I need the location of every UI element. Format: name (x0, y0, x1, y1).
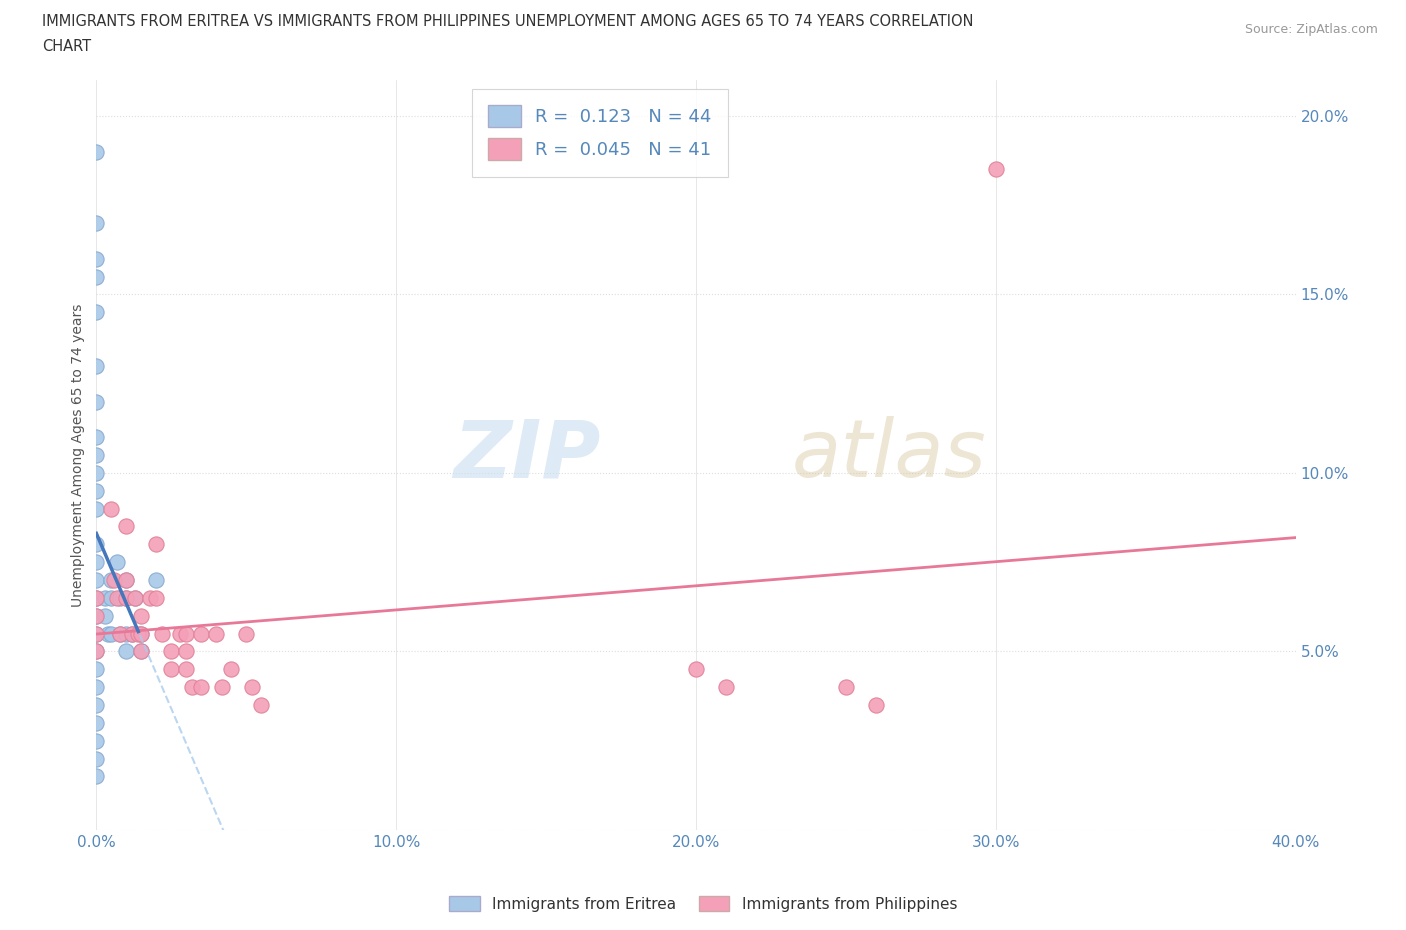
Point (121, 626, 143, 641)
Point (86, 608, 108, 623)
Point (86, 715, 108, 730)
Text: Source: ZipAtlas.com: Source: ZipAtlas.com (1244, 23, 1378, 36)
Point (115, 644, 138, 659)
Point (190, 680, 212, 695)
Point (86, 305, 108, 320)
Point (219, 662, 242, 677)
Point (94, 591, 117, 605)
Point (169, 626, 191, 641)
Point (145, 573, 167, 588)
Point (110, 591, 132, 605)
Point (131, 644, 153, 659)
Point (127, 626, 149, 641)
Point (250, 698, 273, 712)
Point (984, 162, 1007, 177)
Point (235, 626, 257, 641)
Point (86, 573, 108, 588)
Point (240, 680, 263, 695)
Point (86, 251, 108, 266)
Point (174, 644, 197, 659)
Point (86, 358, 108, 373)
Point (211, 680, 233, 695)
Point (86, 698, 108, 712)
Legend: R =  0.123   N = 44, R =  0.045   N = 41: R = 0.123 N = 44, R = 0.045 N = 41 (472, 89, 728, 177)
Point (685, 662, 707, 677)
Point (105, 591, 128, 605)
Point (86, 769, 108, 784)
Point (105, 555, 128, 570)
Point (86, 662, 108, 677)
Point (131, 626, 153, 641)
Point (174, 626, 197, 641)
Point (103, 573, 125, 588)
Point (150, 626, 173, 641)
Point (115, 626, 138, 641)
Point (86, 394, 108, 409)
Point (86, 555, 108, 570)
Point (174, 662, 197, 677)
Point (865, 698, 887, 712)
Point (86, 680, 108, 695)
Point (86, 751, 108, 766)
Point (86, 591, 108, 605)
Point (97, 626, 120, 641)
Point (115, 591, 138, 605)
Point (181, 680, 204, 695)
Text: CHART: CHART (42, 39, 91, 54)
Point (190, 626, 212, 641)
Point (110, 626, 132, 641)
Point (131, 626, 153, 641)
Point (86, 537, 108, 551)
Point (100, 591, 122, 605)
Point (714, 680, 737, 695)
Point (86, 591, 108, 605)
Point (115, 591, 138, 605)
Text: atlas: atlas (792, 416, 987, 494)
Point (115, 573, 138, 588)
Point (86, 608, 108, 623)
Point (86, 644, 108, 659)
Point (86, 447, 108, 462)
Point (86, 269, 108, 284)
Point (145, 537, 167, 551)
Point (86, 430, 108, 445)
Point (124, 591, 146, 605)
Text: IMMIGRANTS FROM ERITREA VS IMMIGRANTS FROM PHILIPPINES UNEMPLOYMENT AMONG AGES 6: IMMIGRANTS FROM ERITREA VS IMMIGRANTS FR… (42, 14, 974, 29)
Point (100, 626, 122, 641)
Point (100, 501, 122, 516)
Point (205, 626, 228, 641)
Point (110, 626, 132, 641)
Point (86, 501, 108, 516)
Point (86, 626, 108, 641)
Point (86, 216, 108, 231)
Point (835, 680, 858, 695)
Point (86, 734, 108, 749)
Point (86, 144, 108, 159)
Point (124, 591, 146, 605)
Point (115, 573, 138, 588)
Point (86, 644, 108, 659)
Point (131, 608, 153, 623)
Point (160, 662, 183, 677)
Point (86, 626, 108, 641)
Point (115, 519, 138, 534)
Point (139, 591, 162, 605)
Point (131, 644, 153, 659)
Point (86, 484, 108, 498)
Point (100, 573, 122, 588)
Point (160, 644, 183, 659)
Point (121, 626, 143, 641)
Text: ZIP: ZIP (453, 416, 600, 494)
Point (94, 608, 117, 623)
Y-axis label: Unemployment Among Ages 65 to 74 years: Unemployment Among Ages 65 to 74 years (72, 303, 86, 606)
Legend: Immigrants from Eritrea, Immigrants from Philippines: Immigrants from Eritrea, Immigrants from… (443, 889, 963, 918)
Point (86, 466, 108, 481)
Point (145, 591, 167, 605)
